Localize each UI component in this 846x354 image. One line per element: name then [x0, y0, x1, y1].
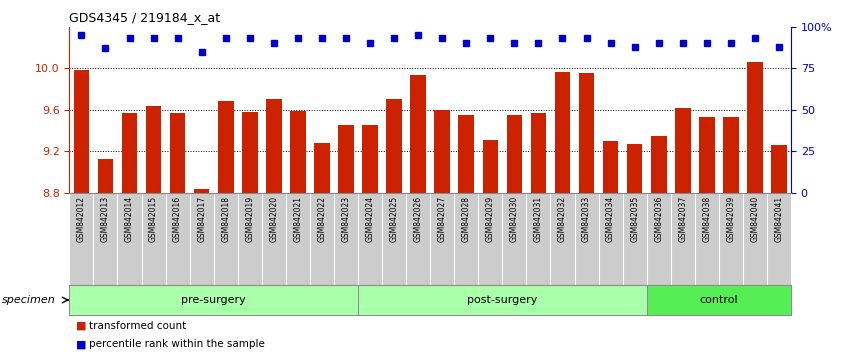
Text: GSM842035: GSM842035	[630, 196, 640, 242]
Text: GDS4345 / 219184_x_at: GDS4345 / 219184_x_at	[69, 11, 221, 24]
Bar	[507, 115, 522, 193]
Text: GSM842027: GSM842027	[437, 196, 447, 242]
Text: GSM842033: GSM842033	[582, 196, 591, 242]
Bar	[603, 141, 618, 193]
Text: percentile rank within the sample: percentile rank within the sample	[89, 339, 265, 349]
Text: GSM842032: GSM842032	[558, 196, 567, 242]
Text: post-surgery: post-surgery	[467, 295, 537, 305]
Text: GSM842025: GSM842025	[390, 196, 398, 242]
Bar	[579, 73, 595, 193]
Bar	[314, 143, 330, 193]
Bar	[266, 99, 282, 193]
Text: GSM842018: GSM842018	[221, 196, 230, 242]
Bar	[362, 125, 378, 193]
Text: GSM842020: GSM842020	[269, 196, 278, 242]
Text: pre-surgery: pre-surgery	[181, 295, 246, 305]
Bar	[218, 102, 233, 193]
Bar	[555, 72, 570, 193]
Bar	[146, 105, 162, 193]
Text: GSM842023: GSM842023	[342, 196, 350, 242]
Text: GSM842038: GSM842038	[702, 196, 711, 242]
Text: GSM842026: GSM842026	[414, 196, 423, 242]
Text: GSM842015: GSM842015	[149, 196, 158, 242]
Text: GSM842013: GSM842013	[101, 196, 110, 242]
Text: specimen: specimen	[2, 295, 56, 305]
Text: GSM842039: GSM842039	[727, 196, 735, 242]
Bar	[74, 70, 89, 193]
Text: GSM842016: GSM842016	[173, 196, 182, 242]
Text: GSM842014: GSM842014	[125, 196, 134, 242]
Bar	[290, 111, 305, 193]
Bar	[387, 99, 402, 193]
Bar	[122, 113, 137, 193]
Text: transformed count: transformed count	[89, 321, 186, 331]
Bar	[434, 110, 450, 193]
Bar	[410, 75, 426, 193]
Text: control: control	[700, 295, 739, 305]
Text: ■: ■	[76, 321, 86, 331]
Text: GSM842030: GSM842030	[510, 196, 519, 242]
Bar	[170, 113, 185, 193]
Bar	[459, 115, 474, 193]
Bar	[747, 62, 763, 193]
Text: GSM842017: GSM842017	[197, 196, 206, 242]
Text: GSM842024: GSM842024	[365, 196, 375, 242]
Text: GSM842031: GSM842031	[534, 196, 543, 242]
Text: GSM842037: GSM842037	[678, 196, 687, 242]
Text: GSM842022: GSM842022	[317, 196, 327, 242]
Text: GSM842021: GSM842021	[294, 196, 302, 242]
Bar	[338, 125, 354, 193]
Text: GSM842040: GSM842040	[750, 196, 760, 242]
Text: GSM842034: GSM842034	[606, 196, 615, 242]
Bar	[772, 145, 787, 193]
Bar	[97, 159, 113, 193]
Text: GSM842012: GSM842012	[77, 196, 86, 242]
Bar	[242, 112, 257, 193]
Bar	[69, 285, 358, 315]
Text: GSM842041: GSM842041	[774, 196, 783, 242]
Text: GSM842019: GSM842019	[245, 196, 255, 242]
Bar	[675, 108, 690, 193]
Bar	[194, 189, 210, 193]
Bar	[627, 144, 642, 193]
Text: GSM842028: GSM842028	[462, 196, 470, 242]
Text: GSM842029: GSM842029	[486, 196, 495, 242]
Bar	[646, 285, 791, 315]
Text: GSM842036: GSM842036	[654, 196, 663, 242]
Bar	[530, 113, 547, 193]
Bar	[699, 117, 715, 193]
Text: ■: ■	[76, 339, 86, 349]
Bar	[723, 117, 739, 193]
Bar	[651, 136, 667, 193]
Bar	[482, 140, 498, 193]
Bar	[358, 285, 646, 315]
